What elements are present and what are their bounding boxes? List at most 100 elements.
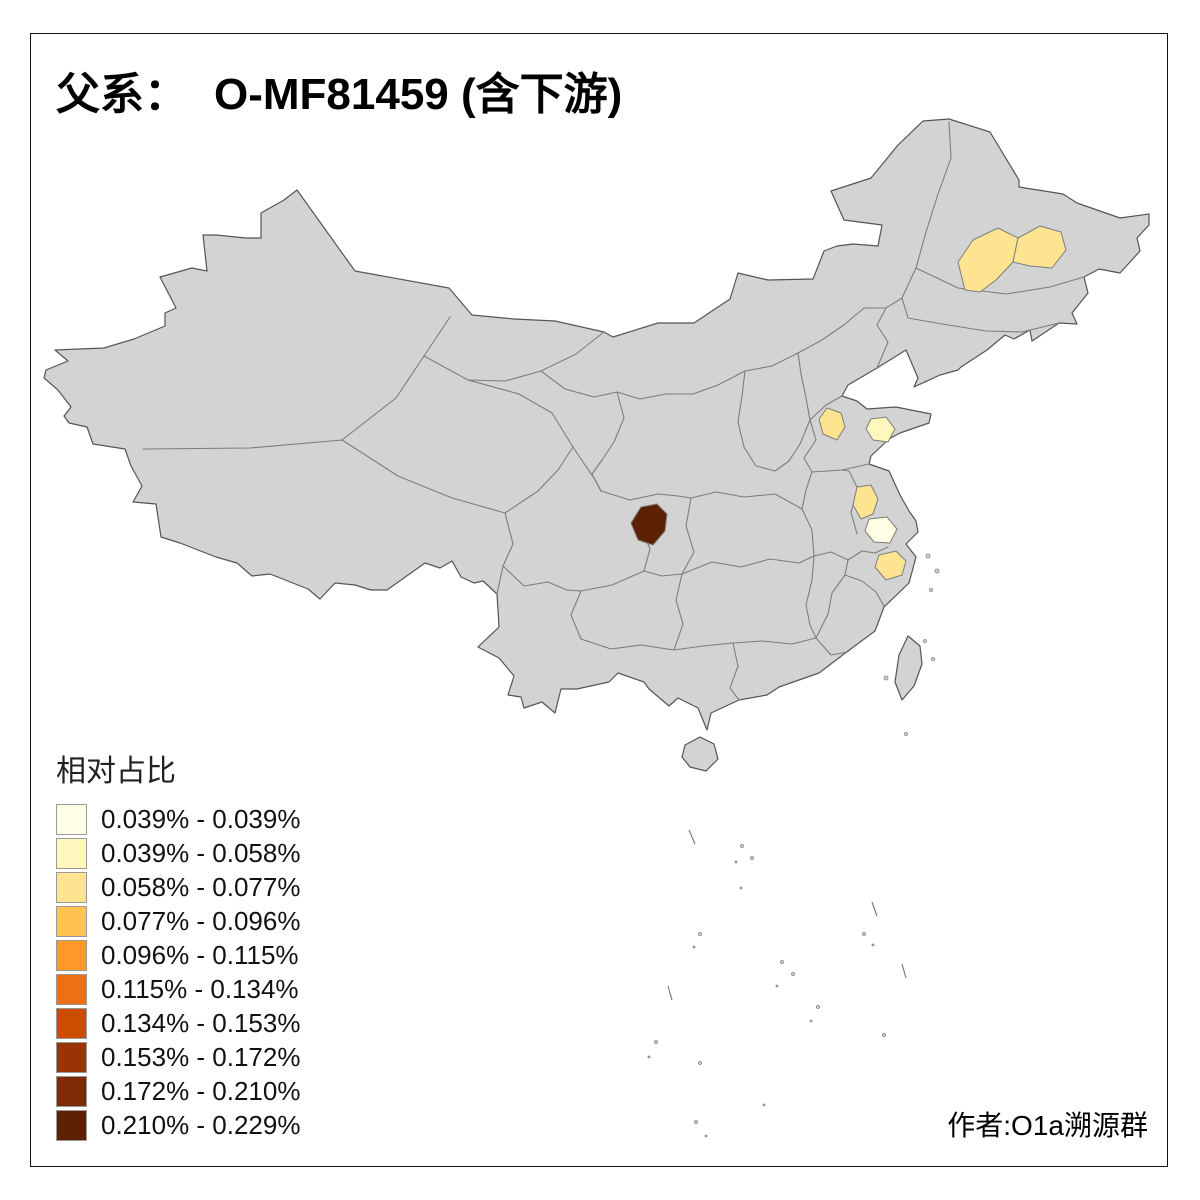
region-shandong-west [818, 407, 846, 441]
legend-rows: 0.039% - 0.039% 0.039% - 0.058% 0.058% - 0… [56, 802, 300, 1142]
map-shape [692, 945, 696, 949]
legend-item: 0.096% - 0.115% [56, 938, 300, 972]
map-shape [882, 1033, 886, 1037]
legend-item: 0.039% - 0.039% [56, 802, 300, 836]
sea-islands [647, 553, 940, 1138]
map-shape [844, 559, 849, 576]
hainan-island [681, 736, 719, 772]
region-jiangsu-south [864, 516, 898, 544]
legend-swatch [56, 837, 87, 869]
map-shape [142, 439, 343, 450]
map-shape [847, 546, 889, 561]
page-title: 父系： O-MF81459 (含下游) [56, 58, 622, 122]
legend-swatch [56, 1007, 87, 1039]
legend-swatch [56, 905, 87, 937]
map-shape [876, 307, 889, 369]
legend-item: 0.172% - 0.210% [56, 1074, 300, 1108]
map-shape [572, 446, 602, 492]
map-shape [883, 675, 889, 681]
map-shape [647, 1055, 651, 1059]
map-shape [600, 490, 692, 501]
map-shape [341, 439, 506, 514]
legend-swatch [56, 1109, 87, 1141]
legend-swatch [56, 1075, 87, 1107]
map-shape [704, 1134, 708, 1138]
map-shape [729, 642, 740, 701]
map-shape [750, 856, 754, 860]
province-borders [142, 121, 1085, 701]
map-shape [923, 639, 927, 643]
map-shape [673, 573, 684, 651]
china-mainland [43, 118, 1150, 731]
legend-item: 0.058% - 0.077% [56, 870, 300, 904]
map-shape [871, 943, 875, 947]
map-shape [815, 574, 846, 639]
map-shape [815, 637, 849, 656]
map-shape [698, 1061, 702, 1065]
map-shape [673, 637, 817, 651]
legend-label: 0.153% - 0.172% [101, 1041, 301, 1072]
map-shape [801, 471, 813, 510]
map-shape [901, 963, 907, 979]
map-shape [654, 1040, 658, 1044]
legend-label: 0.058% - 0.077% [101, 871, 301, 902]
region-jiangsu-central [852, 484, 879, 520]
map-shape [643, 570, 683, 577]
map-shape [929, 588, 933, 592]
map-shape [780, 960, 784, 964]
legend-label: 0.039% - 0.039% [101, 803, 301, 834]
region-sichuan-east [630, 503, 668, 546]
map-shape [931, 657, 935, 661]
map-shape [813, 551, 849, 561]
legend-label: 0.172% - 0.210% [101, 1075, 301, 1106]
legend-label: 0.077% - 0.096% [101, 905, 301, 936]
legend-item: 0.039% - 0.058% [56, 836, 300, 870]
map-shape [734, 860, 738, 864]
region-heilongjiang-b [1012, 225, 1067, 269]
map-shape [816, 1005, 820, 1009]
legend-label: 0.134% - 0.153% [101, 1007, 301, 1038]
map-shape [341, 316, 451, 441]
legend-label: 0.096% - 0.115% [101, 939, 299, 970]
map-shape [690, 491, 803, 510]
legend-swatch [56, 1041, 87, 1073]
map-shape [740, 844, 744, 848]
map-shape [681, 497, 695, 575]
map-shape [901, 297, 1060, 333]
map-shape [809, 395, 843, 421]
legend-item: 0.077% - 0.096% [56, 904, 300, 938]
legend-swatch [56, 803, 87, 835]
legend-swatch [56, 939, 87, 971]
map-shape [809, 1019, 813, 1023]
legend-swatch [56, 871, 87, 903]
map-shape [698, 932, 702, 936]
map-shape [688, 829, 696, 845]
plot-border [30, 33, 1168, 1167]
map-shape [863, 121, 952, 309]
map-shape [423, 355, 574, 448]
legend-item: 0.153% - 0.172% [56, 1040, 300, 1074]
legend-item: 0.210% - 0.229% [56, 1108, 300, 1142]
legend-item: 0.115% - 0.134% [56, 972, 300, 1006]
map-shape [681, 555, 815, 575]
map-shape [737, 370, 790, 472]
legend-label: 0.115% - 0.134% [101, 973, 299, 1004]
legend: 相对占比 0.039% - 0.039% 0.039% - 0.058% 0.058… [56, 746, 300, 1142]
map-shape [904, 732, 908, 736]
map-shape [934, 568, 940, 574]
map-shape [925, 553, 931, 559]
map-shape [694, 1120, 698, 1124]
map-shape [540, 307, 865, 400]
map-shape [580, 570, 645, 592]
map-shape [788, 352, 811, 462]
map-shape [502, 565, 582, 592]
title-prefix: 父系： [56, 70, 188, 119]
legend-label: 0.039% - 0.058% [101, 837, 301, 868]
legend-swatch [56, 973, 87, 1005]
region-shandong-peninsula [865, 416, 896, 443]
map-shape [805, 555, 817, 639]
legend-item: 0.134% - 0.153% [56, 1006, 300, 1040]
map-shape [775, 984, 779, 988]
map-shape [791, 972, 795, 976]
